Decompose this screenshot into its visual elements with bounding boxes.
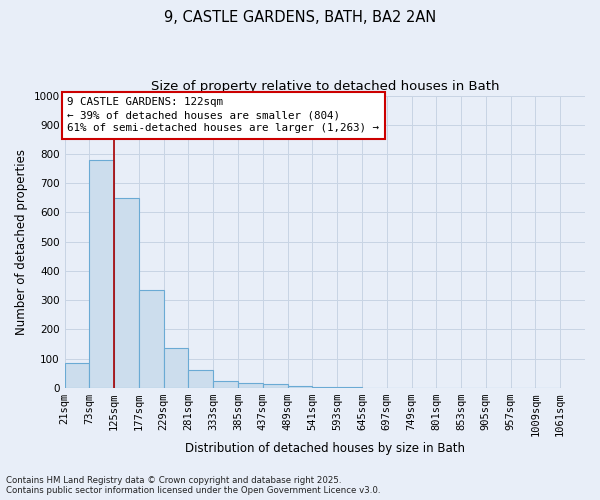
Bar <box>313 387 337 388</box>
X-axis label: Distribution of detached houses by size in Bath: Distribution of detached houses by size … <box>185 442 465 455</box>
Text: 9, CASTLE GARDENS, BATH, BA2 2AN: 9, CASTLE GARDENS, BATH, BA2 2AN <box>164 10 436 25</box>
Y-axis label: Number of detached properties: Number of detached properties <box>15 148 28 334</box>
Bar <box>213 382 238 388</box>
Bar <box>337 387 362 388</box>
Bar <box>263 384 287 388</box>
Bar <box>89 160 114 388</box>
Bar <box>287 386 313 388</box>
Title: Size of property relative to detached houses in Bath: Size of property relative to detached ho… <box>151 80 499 93</box>
Text: Contains HM Land Registry data © Crown copyright and database right 2025.
Contai: Contains HM Land Registry data © Crown c… <box>6 476 380 495</box>
Bar <box>114 198 139 388</box>
Text: 9 CASTLE GARDENS: 122sqm
← 39% of detached houses are smaller (804)
61% of semi-: 9 CASTLE GARDENS: 122sqm ← 39% of detach… <box>67 97 379 134</box>
Bar <box>188 370 213 388</box>
Bar <box>65 363 89 388</box>
Bar <box>238 383 263 388</box>
Bar <box>164 348 188 388</box>
Bar <box>139 290 164 388</box>
